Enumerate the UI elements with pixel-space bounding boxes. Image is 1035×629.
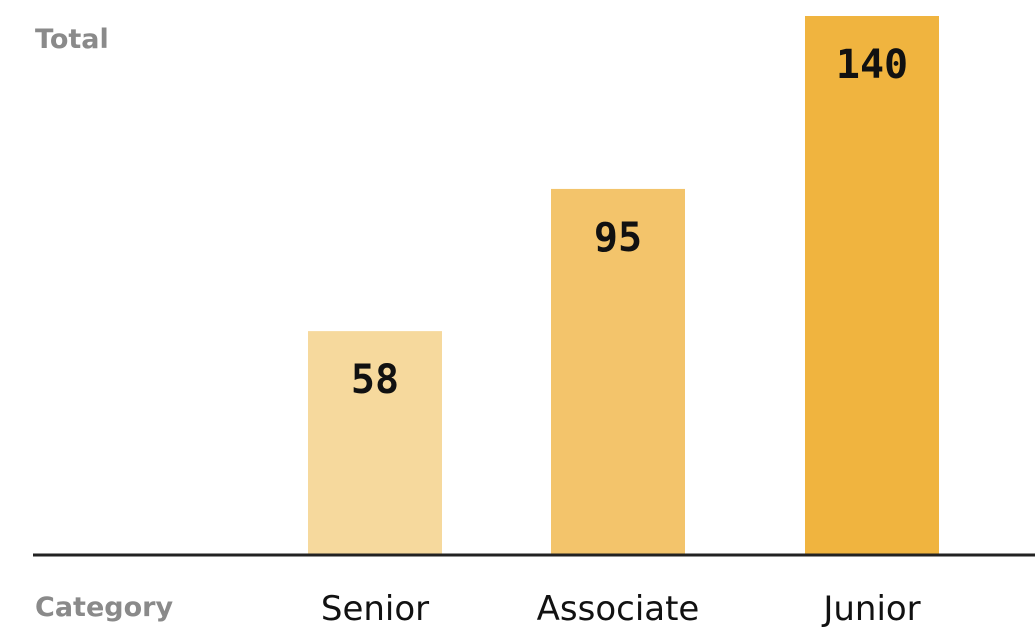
value-label-associate: 95 xyxy=(594,215,642,261)
bar-junior xyxy=(805,16,939,554)
bar-senior xyxy=(308,331,442,554)
category-label-senior: Senior xyxy=(321,589,429,629)
category-label-associate: Associate xyxy=(537,589,700,629)
category-label-junior: Junior xyxy=(821,589,920,629)
value-label-junior: 140 xyxy=(836,42,908,88)
category-labels-group: Senior Associate Junior xyxy=(321,589,921,629)
x-axis-title: Category xyxy=(35,592,173,623)
value-label-senior: 58 xyxy=(351,357,399,403)
bars-group xyxy=(308,16,939,554)
value-labels-group: 58 95 140 xyxy=(351,42,908,403)
bar-associate xyxy=(551,188,685,554)
y-axis-title: Total xyxy=(35,24,109,55)
